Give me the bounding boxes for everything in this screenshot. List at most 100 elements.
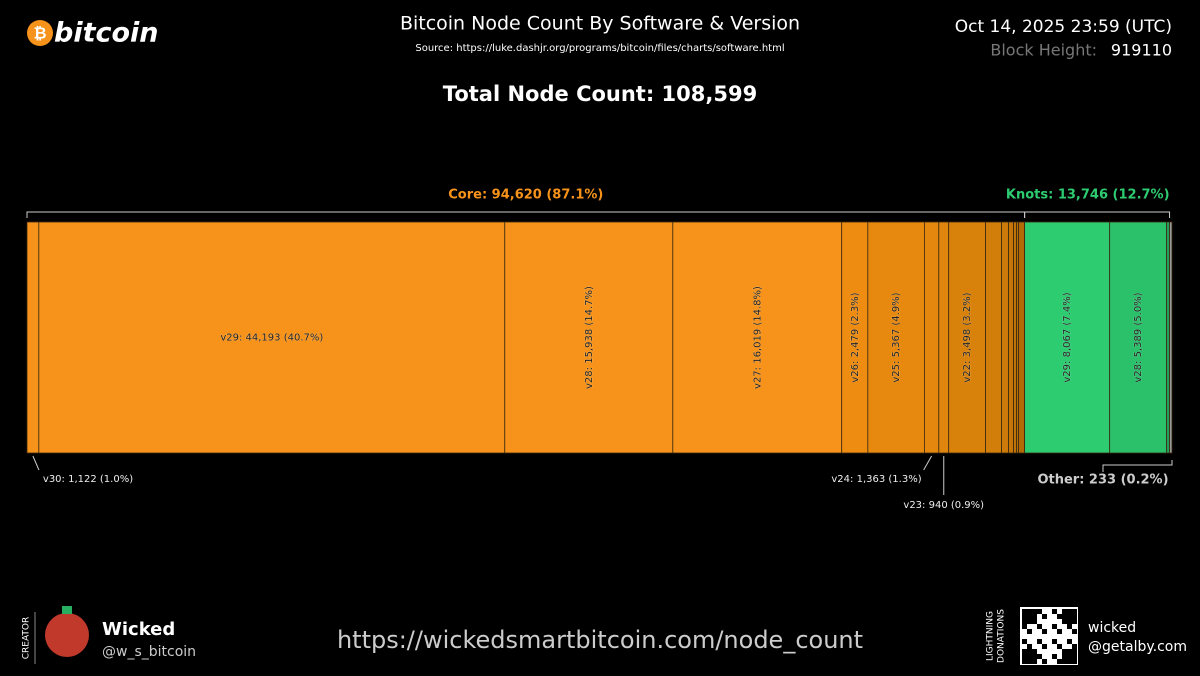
group-label: Knots: 13,746 (12.7%): [1006, 188, 1170, 203]
qr-cell: [1037, 609, 1042, 614]
qr-cell: [1062, 609, 1067, 614]
logo: bitcoin: [54, 18, 159, 49]
segment: [1109, 221, 1167, 454]
qr-cell: [1072, 614, 1077, 619]
qr-cell: [1067, 659, 1072, 664]
creator-name: Wicked: [102, 619, 175, 640]
qr-cell: [1027, 614, 1032, 619]
group-bracket: [1102, 460, 1173, 472]
block-height-label: Block Height:: [990, 41, 1097, 60]
qr-cell: [1052, 624, 1057, 629]
qr-cell: [1037, 654, 1042, 659]
qr-cell: [1062, 654, 1067, 659]
qr-cell: [1032, 614, 1037, 619]
segment: [1169, 221, 1173, 454]
segment-label: v22: 3,498 (3.2%): [962, 292, 973, 382]
segment-label: v27: 16,019 (14.8%): [752, 286, 763, 389]
group-bracket: [1024, 211, 1171, 218]
source: Source: https://luke.dashjr.org/programs…: [415, 43, 784, 54]
qr-cell: [1067, 624, 1072, 629]
segment-label: v26: 2,479 (2.3%): [850, 292, 861, 382]
qr-cell: [1052, 609, 1057, 614]
qr-cell: [1062, 614, 1067, 619]
segment-label: v25: 5,367 (4.9%): [891, 292, 902, 382]
donation-tag: DONATIONS: [997, 609, 1007, 663]
qr-cell: [1027, 619, 1032, 624]
qr-cell: [1062, 619, 1067, 624]
qr-cell: [1022, 649, 1027, 654]
segment: [867, 221, 925, 454]
qr-cell: [1042, 629, 1047, 634]
segment-label: v30: 1,122 (1.0%): [43, 474, 133, 485]
qr-cell: [1057, 614, 1062, 619]
qr-cell: [1042, 614, 1047, 619]
qr-cell: [1032, 659, 1037, 664]
qr-cell: [1072, 659, 1077, 664]
url[interactable]: https://wickedsmartbitcoin.com/node_coun…: [337, 626, 863, 654]
segment-label: v28: 15,938 (14.7%): [584, 286, 595, 389]
leader-line: [923, 455, 933, 471]
segment: [948, 221, 986, 454]
qr-cell: [1072, 649, 1077, 654]
qr-cell: [1072, 629, 1077, 634]
segment: [985, 221, 1002, 454]
segment: [1013, 221, 1018, 454]
segment: [841, 221, 869, 454]
leader-line: [32, 455, 40, 471]
qr-cell: [1032, 654, 1037, 659]
qr-cell: [1067, 619, 1072, 624]
qr-cell: [1022, 609, 1027, 614]
avatar: [45, 613, 89, 657]
qr-pattern: [1022, 609, 1077, 664]
segment-label: v28: 5,389 (5.0%): [1133, 292, 1144, 382]
segment: [504, 221, 674, 454]
segment: [1018, 221, 1026, 454]
qr-cell: [1037, 639, 1042, 644]
qr-cell: [1057, 629, 1062, 634]
logo-icon: [27, 20, 53, 46]
segment: [1024, 221, 1111, 454]
group-label: Core: 94,620 (87.1%): [448, 188, 603, 203]
segment: [938, 221, 950, 454]
qr-cell: [1022, 619, 1027, 624]
qr-cell: [1022, 654, 1027, 659]
qr-cell: [1032, 609, 1037, 614]
group-label: Other: 233 (0.2%): [1037, 473, 1168, 488]
qr-cell: [1022, 639, 1027, 644]
creator-handle: @w_s_bitcoin: [102, 644, 196, 660]
qr-cell: [1027, 654, 1032, 659]
segment: [38, 221, 506, 454]
donation-name: wicked: [1088, 620, 1136, 636]
block-height: 919110: [1111, 41, 1172, 60]
qr-cell: [1067, 654, 1072, 659]
qr-cell: [1067, 639, 1072, 644]
qr-cell: [1072, 644, 1077, 649]
segment-label: v29: 8,067 (7.4%): [1062, 292, 1073, 382]
chart-title: Bitcoin Node Count By Software & Version: [400, 13, 800, 35]
avatar-leaf: [62, 606, 72, 614]
footer: CREATOR Wicked @w_s_bitcoin https://wick…: [22, 606, 1187, 665]
total-label: Total Node Count: 108,599: [443, 82, 757, 106]
qr-cell: [1072, 619, 1077, 624]
creator-tag: CREATOR: [22, 617, 32, 660]
qr-cell: [1022, 614, 1027, 619]
group-bracket: [26, 211, 1026, 218]
qr-cell: [1067, 649, 1072, 654]
segment: [26, 221, 40, 454]
qr-cell: [1067, 614, 1072, 619]
timestamp: Oct 14, 2025 23:59 (UTC): [955, 17, 1172, 37]
qr-cell: [1027, 659, 1032, 664]
logo-glyph: ₿: [33, 24, 46, 43]
qr-cell: [1032, 649, 1037, 654]
qr-cell: [1052, 654, 1057, 659]
qr-cell: [1052, 639, 1057, 644]
donation-address: @getalby.com: [1088, 639, 1187, 655]
qr-cell: [1027, 629, 1032, 634]
qr-cell: [1022, 624, 1027, 629]
qr-cell: [1062, 649, 1067, 654]
segment: [1001, 221, 1009, 454]
qr-cell: [1072, 609, 1077, 614]
segment-label: v24: 1,363 (1.3%): [831, 474, 921, 485]
qr-cell: [1032, 619, 1037, 624]
